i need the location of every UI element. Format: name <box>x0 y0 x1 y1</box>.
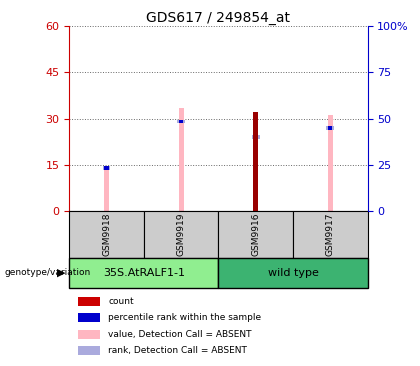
Bar <box>253 112 258 212</box>
Bar <box>254 135 258 139</box>
Text: rank, Detection Call = ABSENT: rank, Detection Call = ABSENT <box>108 346 247 355</box>
Bar <box>252 135 260 139</box>
Bar <box>78 330 100 339</box>
Bar <box>218 212 293 258</box>
Text: ▶: ▶ <box>57 268 65 278</box>
Bar <box>102 166 110 170</box>
Text: GSM9916: GSM9916 <box>251 213 260 256</box>
Text: count: count <box>108 297 134 306</box>
Bar <box>78 297 100 306</box>
Text: genotype/variation: genotype/variation <box>4 268 90 277</box>
Bar <box>179 120 183 123</box>
Text: GSM9918: GSM9918 <box>102 213 111 256</box>
Bar <box>253 112 258 212</box>
Text: value, Detection Call = ABSENT: value, Detection Call = ABSENT <box>108 330 252 339</box>
Bar <box>177 120 185 123</box>
Bar <box>104 167 109 212</box>
Bar <box>328 115 333 212</box>
Text: 35S.AtRALF1-1: 35S.AtRALF1-1 <box>103 268 185 278</box>
Bar <box>218 258 368 288</box>
Title: GDS617 / 249854_at: GDS617 / 249854_at <box>147 11 290 25</box>
Text: GSM9919: GSM9919 <box>177 213 186 256</box>
Bar <box>78 313 100 322</box>
Bar <box>69 258 218 288</box>
Bar <box>178 108 184 212</box>
Bar <box>293 212 368 258</box>
Bar <box>105 166 109 170</box>
Bar <box>328 126 332 130</box>
Bar <box>78 346 100 355</box>
Text: wild type: wild type <box>268 268 318 278</box>
Text: percentile rank within the sample: percentile rank within the sample <box>108 313 261 322</box>
Bar <box>326 126 334 130</box>
Bar <box>69 212 144 258</box>
Text: GSM9917: GSM9917 <box>326 213 335 256</box>
Bar <box>144 212 218 258</box>
